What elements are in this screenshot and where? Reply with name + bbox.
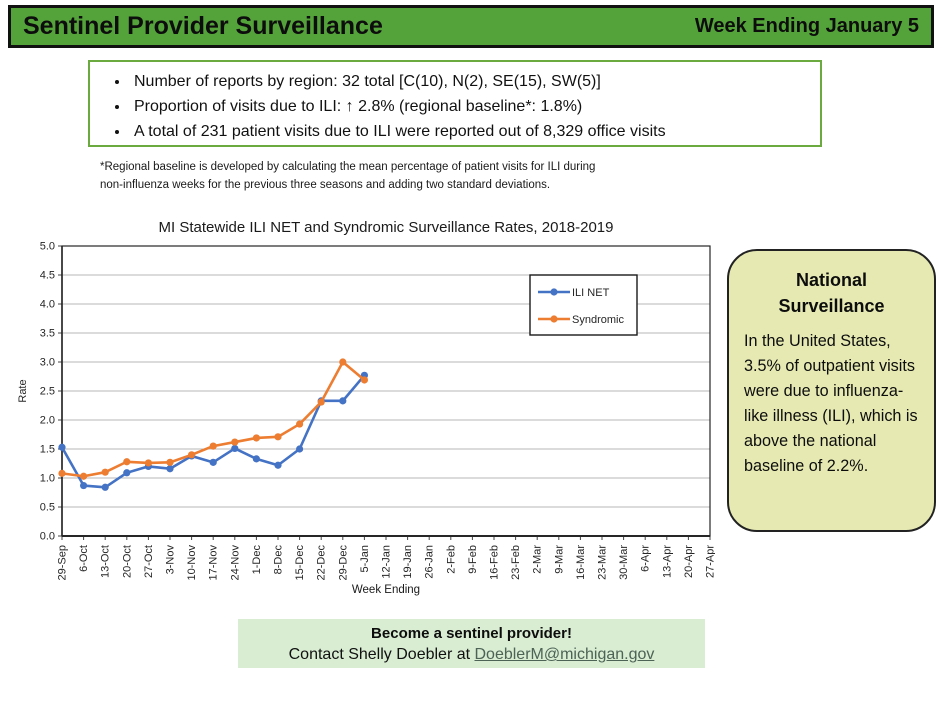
svg-text:4.5: 4.5: [40, 270, 55, 282]
svg-text:3.5: 3.5: [40, 328, 55, 340]
svg-text:23-Feb: 23-Feb: [510, 545, 522, 580]
national-surveillance-box: National Surveillance In the United Stat…: [727, 249, 936, 532]
national-surveillance-body: In the United States, 3.5% of outpatient…: [744, 332, 918, 475]
svg-text:1-Dec: 1-Dec: [251, 545, 263, 575]
svg-text:6-Apr: 6-Apr: [640, 545, 652, 572]
svg-text:22-Dec: 22-Dec: [316, 545, 328, 581]
svg-text:29-Dec: 29-Dec: [337, 545, 349, 581]
summary-bullet: Number of reports by region: 32 total [C…: [130, 69, 820, 94]
svg-text:20-Oct: 20-Oct: [121, 545, 133, 578]
svg-text:0.5: 0.5: [40, 502, 55, 514]
page-title: Sentinel Provider Surveillance: [23, 12, 383, 40]
svg-text:19-Jan: 19-Jan: [402, 545, 414, 579]
footnote-line-1: *Regional baseline is developed by calcu…: [100, 161, 596, 173]
svg-text:8-Dec: 8-Dec: [273, 545, 285, 575]
svg-text:24-Nov: 24-Nov: [229, 545, 241, 581]
svg-text:2.0: 2.0: [40, 415, 55, 427]
svg-text:5.0: 5.0: [40, 241, 55, 253]
svg-text:23-Mar: 23-Mar: [597, 545, 609, 580]
svg-text:16-Mar: 16-Mar: [575, 545, 587, 580]
svg-text:30-Mar: 30-Mar: [618, 545, 630, 580]
svg-text:17-Nov: 17-Nov: [208, 545, 220, 581]
header-bar: Sentinel Provider Surveillance Week Endi…: [8, 5, 934, 48]
svg-text:13-Apr: 13-Apr: [661, 545, 673, 578]
summary-box: Number of reports by region: 32 total [C…: [88, 60, 822, 147]
recruit-contact-line: Contact Shelly Doebler at DoeblerM@michi…: [238, 644, 705, 666]
svg-text:ILI NET: ILI NET: [572, 287, 610, 299]
sentinel-recruit-box: Become a sentinel provider! Contact Shel…: [238, 619, 705, 668]
svg-text:Rate: Rate: [17, 379, 29, 402]
week-ending-label: Week Ending January 5: [694, 15, 919, 37]
svg-text:Syndromic: Syndromic: [572, 314, 624, 326]
ili-rates-line-chart: 0.0 0.5 1.0 1.5 2.0 2.5 3.0 3.5 4.0 4.5 5.0 29-Sep 6…: [17, 219, 716, 596]
svg-text:5-Jan: 5-Jan: [359, 545, 371, 573]
svg-text:12-Jan: 12-Jan: [381, 545, 393, 579]
svg-text:9-Mar: 9-Mar: [553, 545, 565, 574]
summary-bullet: A total of 231 patient visits due to ILI…: [130, 119, 820, 144]
svg-text:2-Mar: 2-Mar: [532, 545, 544, 574]
footnote-line-2: non-influenza weeks for the previous thr…: [100, 179, 551, 191]
svg-text:10-Nov: 10-Nov: [186, 545, 198, 581]
svg-text:15-Dec: 15-Dec: [294, 545, 306, 581]
svg-text:3.0: 3.0: [40, 357, 55, 369]
svg-text:27-Apr: 27-Apr: [705, 545, 716, 578]
svg-text:9-Feb: 9-Feb: [467, 545, 479, 574]
svg-text:2.5: 2.5: [40, 386, 55, 398]
contact-text: Contact Shelly Doebler at: [288, 646, 475, 663]
svg-text:1.5: 1.5: [40, 444, 55, 456]
chart-area: 0.0 0.5 1.0 1.5 2.0 2.5 3.0 3.5 4.0 4.5 5.0 29-Sep 6…: [15, 213, 715, 613]
summary-bullet: Proportion of visits due to ILI: ↑ 2.8% …: [130, 94, 820, 119]
svg-text:27-Oct: 27-Oct: [143, 545, 155, 578]
svg-text:4.0: 4.0: [40, 299, 55, 311]
svg-text:20-Apr: 20-Apr: [683, 545, 695, 578]
svg-text:13-Oct: 13-Oct: [100, 545, 112, 578]
svg-text:6-Oct: 6-Oct: [78, 545, 90, 572]
svg-text:0.0: 0.0: [40, 531, 55, 543]
svg-text:2-Feb: 2-Feb: [445, 545, 457, 574]
svg-text:MI Statewide ILI NET and Syndr: MI Statewide ILI NET and Syndromic Surve…: [159, 219, 614, 236]
summary-bullets: Number of reports by region: 32 total [C…: [90, 69, 820, 144]
svg-text:29-Sep: 29-Sep: [57, 545, 69, 580]
national-surveillance-title: National Surveillance: [778, 270, 885, 316]
contact-email-link[interactable]: DoeblerM@michigan.gov: [474, 646, 655, 663]
svg-text:Week Ending: Week Ending: [352, 584, 420, 596]
svg-text:26-Jan: 26-Jan: [424, 545, 436, 579]
svg-text:3-Nov: 3-Nov: [165, 545, 177, 575]
svg-text:1.0: 1.0: [40, 473, 55, 485]
baseline-footnote: *Regional baseline is developed by calcu…: [100, 158, 720, 194]
recruit-headline: Become a sentinel provider!: [371, 625, 572, 642]
svg-text:16-Feb: 16-Feb: [489, 545, 501, 580]
